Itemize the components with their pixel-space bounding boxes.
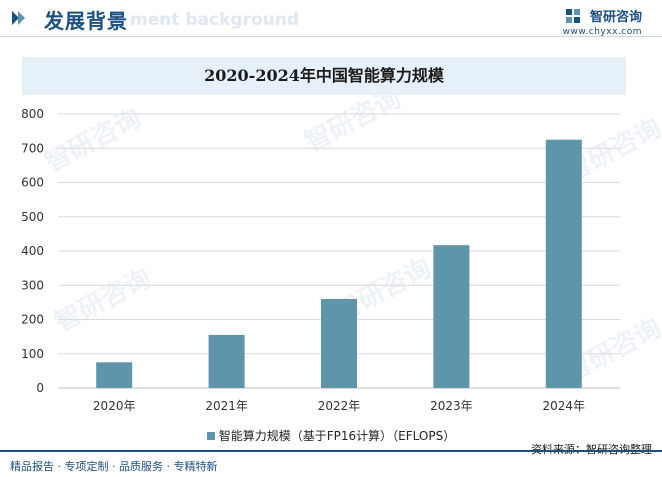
legend-label: 智能算力规模（基于FP16计算）（EFLOPS）: [218, 429, 456, 443]
chart-title: 2020-2024年中国智能算力规模: [204, 66, 444, 85]
brand: 智研咨询 www.chyxx.com: [563, 5, 642, 37]
y-tick-label: 0: [36, 381, 44, 395]
bar: [208, 334, 245, 388]
x-tick-label: 2024年: [543, 399, 586, 413]
y-tick-label: 100: [21, 347, 44, 361]
y-tick-label: 600: [21, 176, 44, 190]
chart-legend: 智能算力规模（基于FP16计算）（EFLOPS）: [0, 427, 662, 444]
y-tick-label: 300: [21, 278, 44, 292]
y-tick-label: 500: [21, 210, 44, 224]
bar: [96, 362, 133, 388]
brand-logo-icon: [565, 8, 580, 23]
source-note: 资料来源：智研咨询整理: [531, 441, 652, 457]
bar: [545, 139, 582, 388]
bar: [321, 298, 357, 388]
x-tick-label: 2020年: [93, 399, 136, 413]
brand-url: www.chyxx.com: [562, 27, 642, 37]
chart-title-band: 2020-2024年中国智能算力规模: [22, 57, 626, 95]
header-divider: [0, 36, 662, 37]
bar: [433, 245, 470, 388]
legend-swatch: [206, 431, 215, 440]
y-tick-label: 400: [21, 244, 44, 258]
brand-name: 智研咨询: [589, 10, 642, 25]
y-tick-label: 200: [21, 313, 44, 327]
header-ghost-text: ment background: [130, 10, 300, 30]
header-chevron-icon: [12, 11, 25, 25]
y-tick-label: 800: [21, 107, 44, 121]
y-tick-label: 700: [21, 141, 44, 155]
page-title: 发展背景: [44, 9, 128, 33]
bar-chart: 0 100 200 300 400 500 600 700 800 2020年 2021年 2022年…: [21, 107, 620, 413]
x-tick-label: 2023年: [430, 399, 473, 413]
header: ment background 发展背景 智研咨询 www.chyxx.com: [0, 0, 662, 40]
x-tick-label: 2022年: [318, 399, 361, 413]
footer-divider: [0, 450, 662, 452]
services-tagline: 精品报告 · 专项定制 · 品质服务 · 专精特新: [10, 460, 218, 473]
x-tick-label: 2021年: [205, 399, 248, 413]
